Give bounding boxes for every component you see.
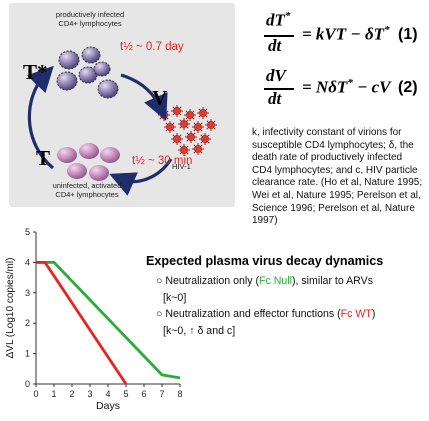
x-tick-label: 1 xyxy=(51,389,56,399)
arrow-cells-to-infected xyxy=(26,65,55,170)
arrow-virus-to-cells xyxy=(109,158,173,196)
bullet2-suffix: ) xyxy=(371,308,376,320)
y-tick-label: 3 xyxy=(25,288,30,298)
virion-cluster xyxy=(158,105,217,156)
y-axis-title: ΔVL (Log10 copies/ml) xyxy=(5,258,16,359)
infected-cell-cluster xyxy=(56,46,119,99)
eq2-rhs: = NδT* − cV xyxy=(302,77,391,98)
bullet2-prefix: Neutralization and effector functions ( xyxy=(165,308,341,320)
x-tick-label: 0 xyxy=(33,389,38,399)
virus-decay-chart: 0 1 2 3 4 5 0 1 2 3 4 5 6 7 8 Days ΔVL (Log10 copies/ml) xyxy=(5,227,183,412)
t-star-symbol: T* xyxy=(23,60,48,84)
eq2-rhs-sup: * xyxy=(347,77,353,89)
fc-wt-text: Fc WT xyxy=(340,308,372,320)
bullet2-note: [k~0, ↑ δ and c] xyxy=(156,323,426,340)
y-tick-label: 1 xyxy=(25,349,30,359)
x-tick-label: 3 xyxy=(87,389,92,399)
x-tick-label: 6 xyxy=(141,389,146,399)
virion-icon xyxy=(199,133,211,145)
x-tick-label: 8 xyxy=(177,389,182,399)
eq2-number: (2) xyxy=(398,79,418,96)
x-tick-label: 5 xyxy=(123,389,128,399)
parameter-definitions: k, infectivity constant of virions for s… xyxy=(252,127,423,227)
virion-icon xyxy=(185,131,197,143)
x-tick-label: 4 xyxy=(105,389,110,399)
bullet1-suffix: ), similar to ARVs xyxy=(291,275,373,287)
fc-null-text: Fc Null xyxy=(258,275,292,287)
eq1-rhs-main: = kVT − δT xyxy=(302,24,385,44)
eq2-fraction-bar xyxy=(264,88,294,90)
bullet1-prefix: Neutralization only ( xyxy=(165,275,259,287)
eq2-denominator: dt xyxy=(268,89,282,108)
half-life-virus: t½ ~ 30 min xyxy=(132,155,193,167)
bullet2-note-end: δ and c] xyxy=(194,324,236,337)
virion-icon xyxy=(184,109,196,121)
virion-icon xyxy=(205,119,217,131)
bullet-circle-icon: ○ xyxy=(156,275,163,287)
section-title: Expected plasma virus decay dynamics xyxy=(146,254,384,268)
bullet2-note-start: [k~0, xyxy=(163,324,190,337)
bullet-circle-icon: ○ xyxy=(156,308,163,320)
v-symbol: V xyxy=(152,86,168,110)
virion-icon xyxy=(158,109,170,121)
x-axis-title: Days xyxy=(96,400,120,412)
up-arrow-icon: ↑ xyxy=(189,324,195,337)
virion-icon xyxy=(178,118,190,130)
virion-icon xyxy=(171,133,183,145)
eq2-rhs-main: = NδT xyxy=(302,77,348,97)
eq1-numerator-sup: * xyxy=(284,10,291,22)
eq1-fraction-bar xyxy=(264,35,294,37)
t-star-label: T* xyxy=(23,62,48,83)
uninfected-cell-cluster xyxy=(57,143,120,181)
eq1-rhs-sup: * xyxy=(384,24,390,36)
y-tick-label: 4 xyxy=(25,257,30,267)
virion-icon xyxy=(192,143,204,155)
virion-icon xyxy=(197,107,209,119)
virion-icon xyxy=(164,121,176,133)
virion-icon xyxy=(192,121,204,133)
bullet1-note: [k~0] xyxy=(163,291,187,304)
x-tick-label: 2 xyxy=(69,389,74,399)
virion-icon xyxy=(178,144,190,156)
eq1-numerator: dT* xyxy=(266,10,290,31)
y-tick-label: 0 xyxy=(25,379,30,389)
virus-label: HIV-1 xyxy=(172,162,191,171)
productive-cells-label: productively infected CD4+ lymphocytes xyxy=(55,10,125,28)
eq1-number: (1) xyxy=(398,26,418,43)
eq2-numerator: dV xyxy=(266,66,286,85)
y-tick-label: 5 xyxy=(25,227,30,237)
virion-icon xyxy=(171,105,183,117)
eq1-rhs: = kVT − δT* xyxy=(302,24,390,45)
eq1-denominator: dt xyxy=(268,36,282,55)
cycle-diagram-graphic xyxy=(26,46,217,196)
t-symbol: T xyxy=(36,146,51,170)
x-tick-label: 7 xyxy=(159,389,164,399)
bullet-item-fc-null: ○ Neutralization only (Fc Null), similar… xyxy=(156,273,426,290)
y-tick-label: 2 xyxy=(25,318,30,328)
half-life-infected: t½ ~ 0.7 day xyxy=(120,41,184,53)
bullet-list: ○ Neutralization only (Fc Null), similar… xyxy=(156,273,426,339)
eq2-rhs-tail: − cV xyxy=(352,77,391,97)
eq1-numerator-var: dT xyxy=(266,10,285,30)
arrow-infected-to-virus xyxy=(120,73,168,121)
uninfected-cells-label: uninfected, activated CD4+ lymphocytes xyxy=(52,181,122,199)
fc-wt-decay-line xyxy=(36,261,128,385)
bullet-item-fc-wt: ○ Neutralization and effector functions … xyxy=(156,306,426,323)
